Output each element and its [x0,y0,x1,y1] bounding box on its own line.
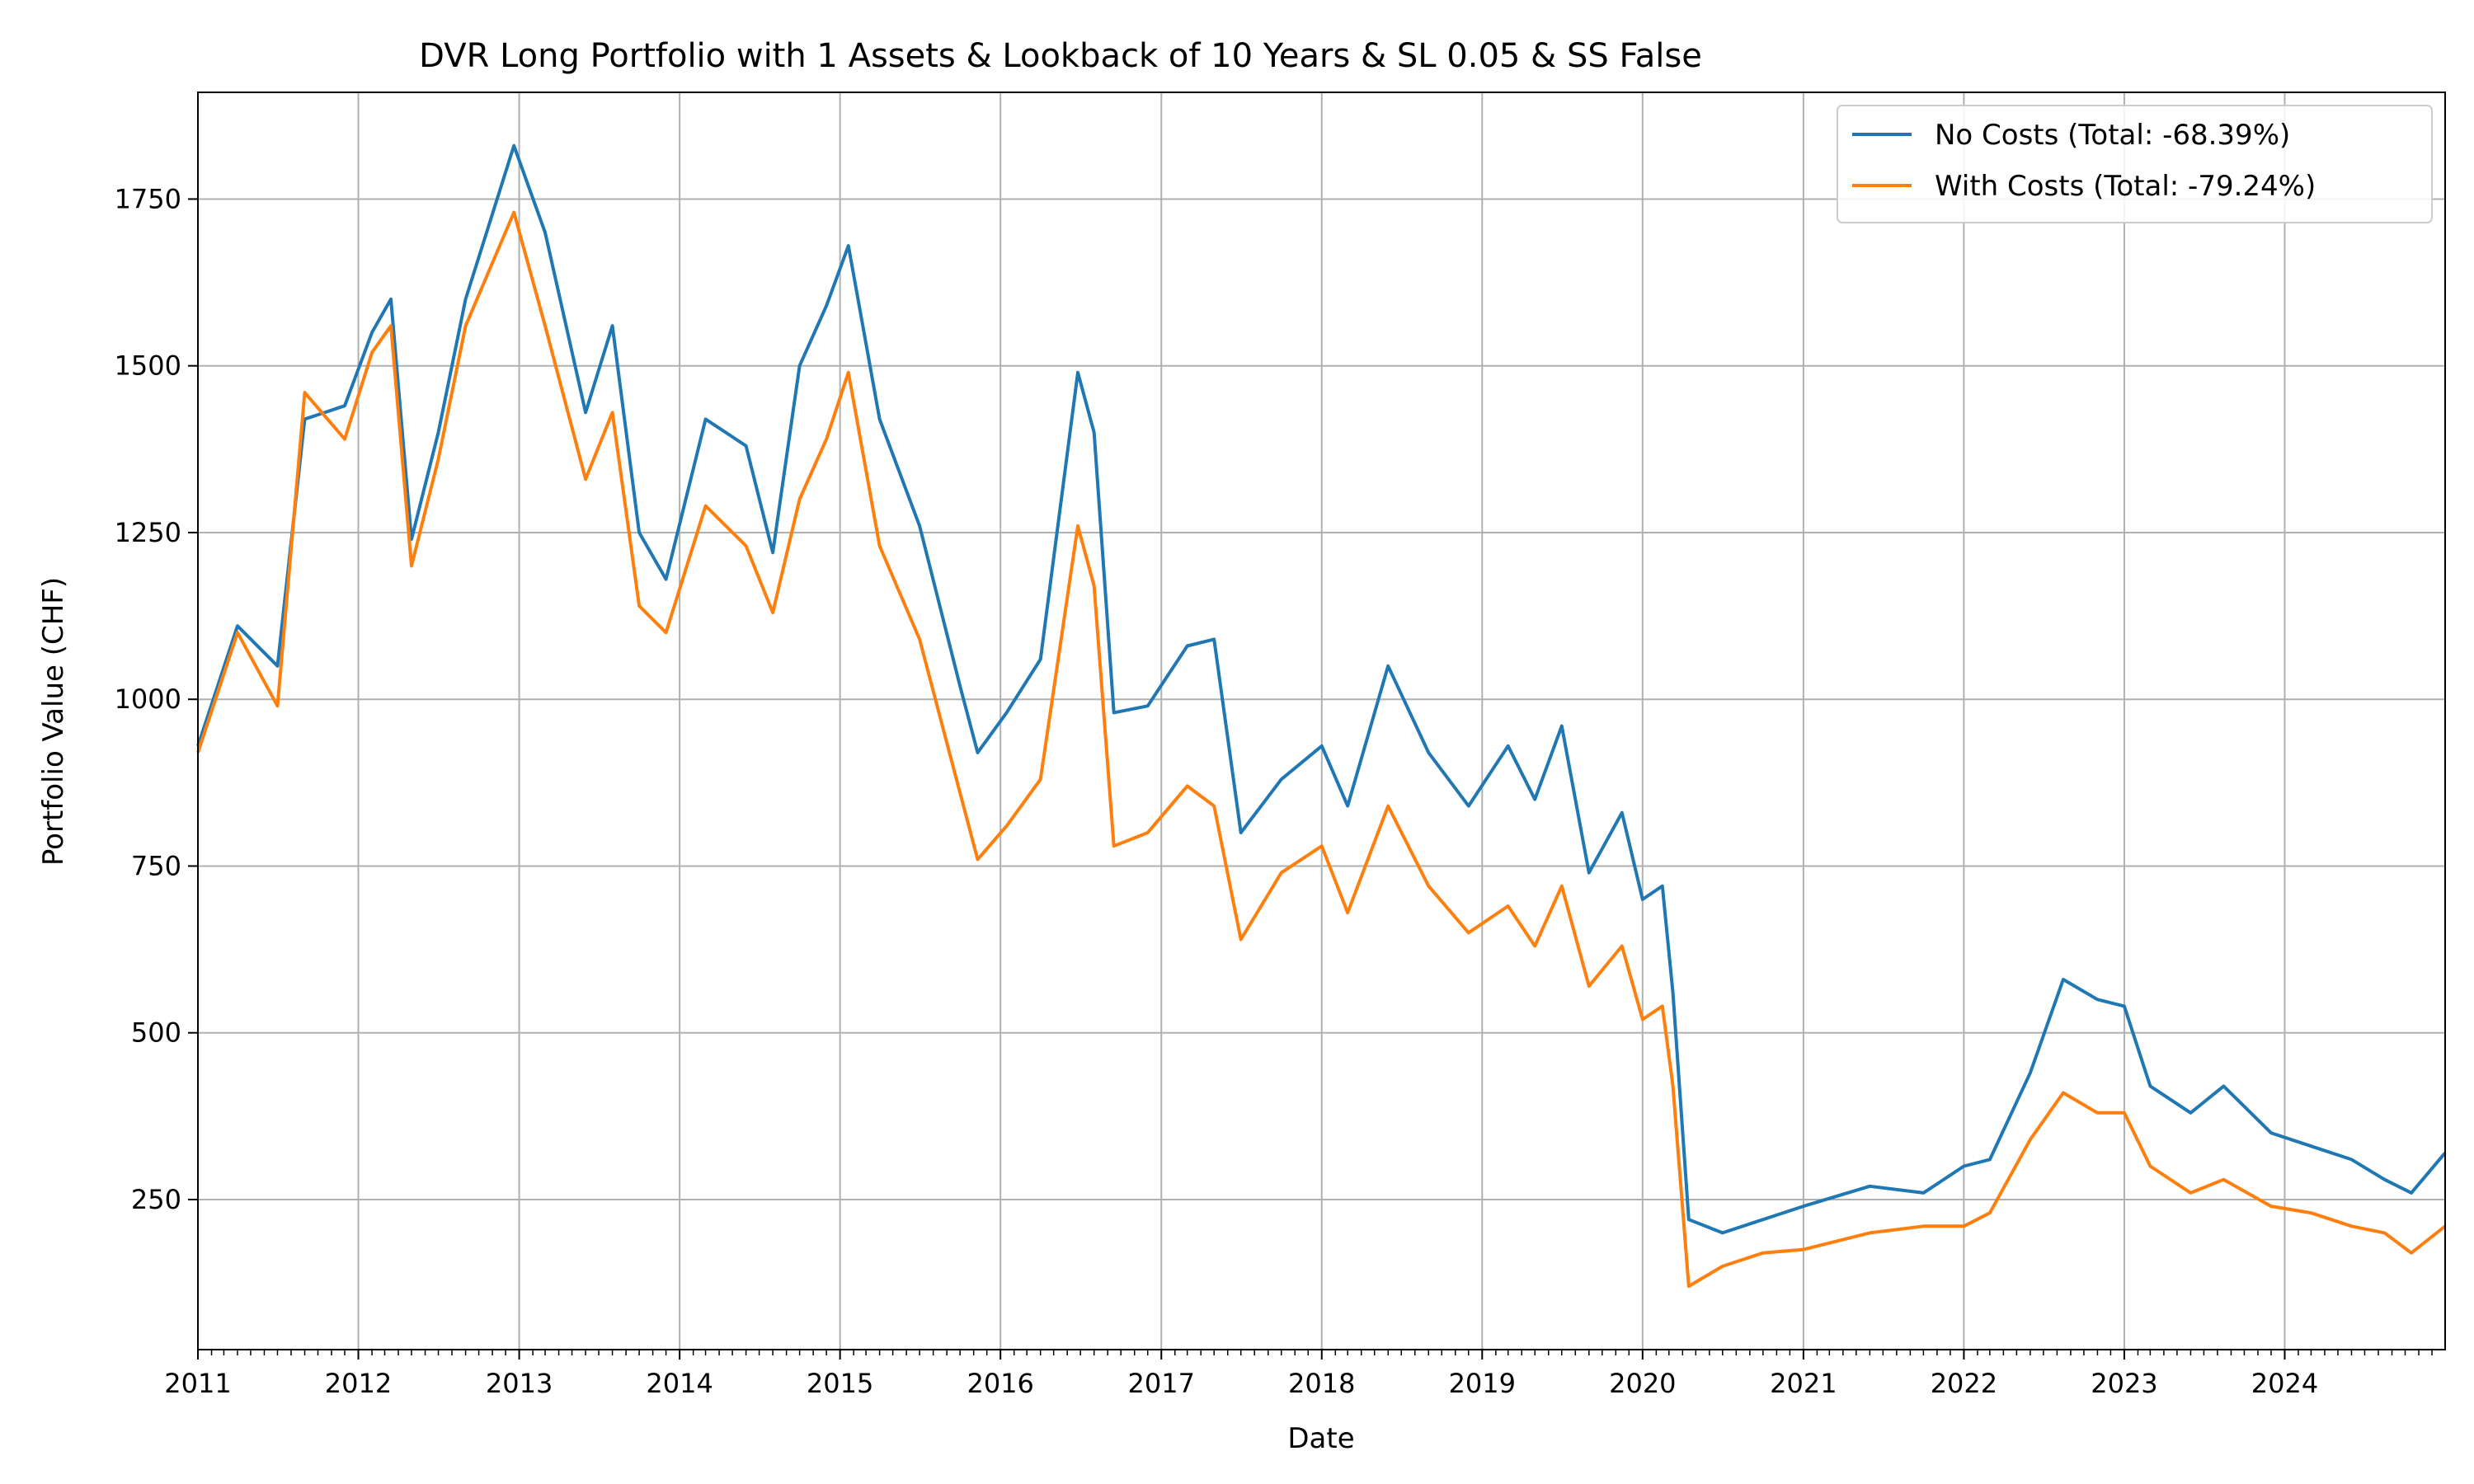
y-axis: 250 500 750 1000 1250 1500 1750 [115,183,198,1215]
x-tick-label: 2021 [1770,1368,1837,1399]
x-tick-label: 2015 [807,1368,873,1399]
x-tick-label: 2013 [486,1368,553,1399]
y-tick-label: 1750 [115,183,181,214]
x-axis-label: Date [1287,1422,1354,1455]
series-line-with-costs [196,210,2447,1289]
x-tick-label: 2023 [2091,1368,2157,1399]
x-tick-label: 2016 [967,1368,1033,1399]
chart-title: DVR Long Portfolio with 1 Assets & Lookb… [419,37,1702,75]
x-tick-label: 2024 [2251,1368,2318,1399]
legend-box [1837,105,2433,223]
x-tick-label: 2022 [1931,1368,1997,1399]
grid-lines [197,92,2445,1350]
y-axis-label: Portfolio Value (CHF) [37,577,70,866]
x-axis: 2011 2012 2013 2014 2015 2016 2017 2018 2019 2020… [164,1350,2433,1399]
x-tick-label: 2017 [1128,1368,1195,1399]
y-tick-label: 750 [131,850,181,881]
y-tick-label: 500 [131,1017,181,1049]
series-line-no-costs [196,143,2447,1235]
x-tick-label: 2018 [1288,1368,1355,1399]
legend-label: With Costs (Total: -79.24%) [1935,170,2316,203]
legend: No Costs (Total: -68.39%) With Costs (Tot… [1837,105,2433,223]
legend-label: No Costs (Total: -68.39%) [1935,119,2290,152]
x-tick-label: 2020 [1609,1368,1676,1399]
x-tick-label: 2019 [1449,1368,1516,1399]
y-tick-label: 1250 [115,517,181,548]
y-tick-label: 1000 [115,683,181,715]
series-layer [196,143,2447,1289]
y-tick-label: 250 [131,1184,181,1215]
x-tick-label: 2012 [325,1368,392,1399]
x-tick-label: 2011 [164,1368,231,1399]
x-tick-label: 2014 [646,1368,713,1399]
y-tick-label: 1500 [115,350,181,382]
